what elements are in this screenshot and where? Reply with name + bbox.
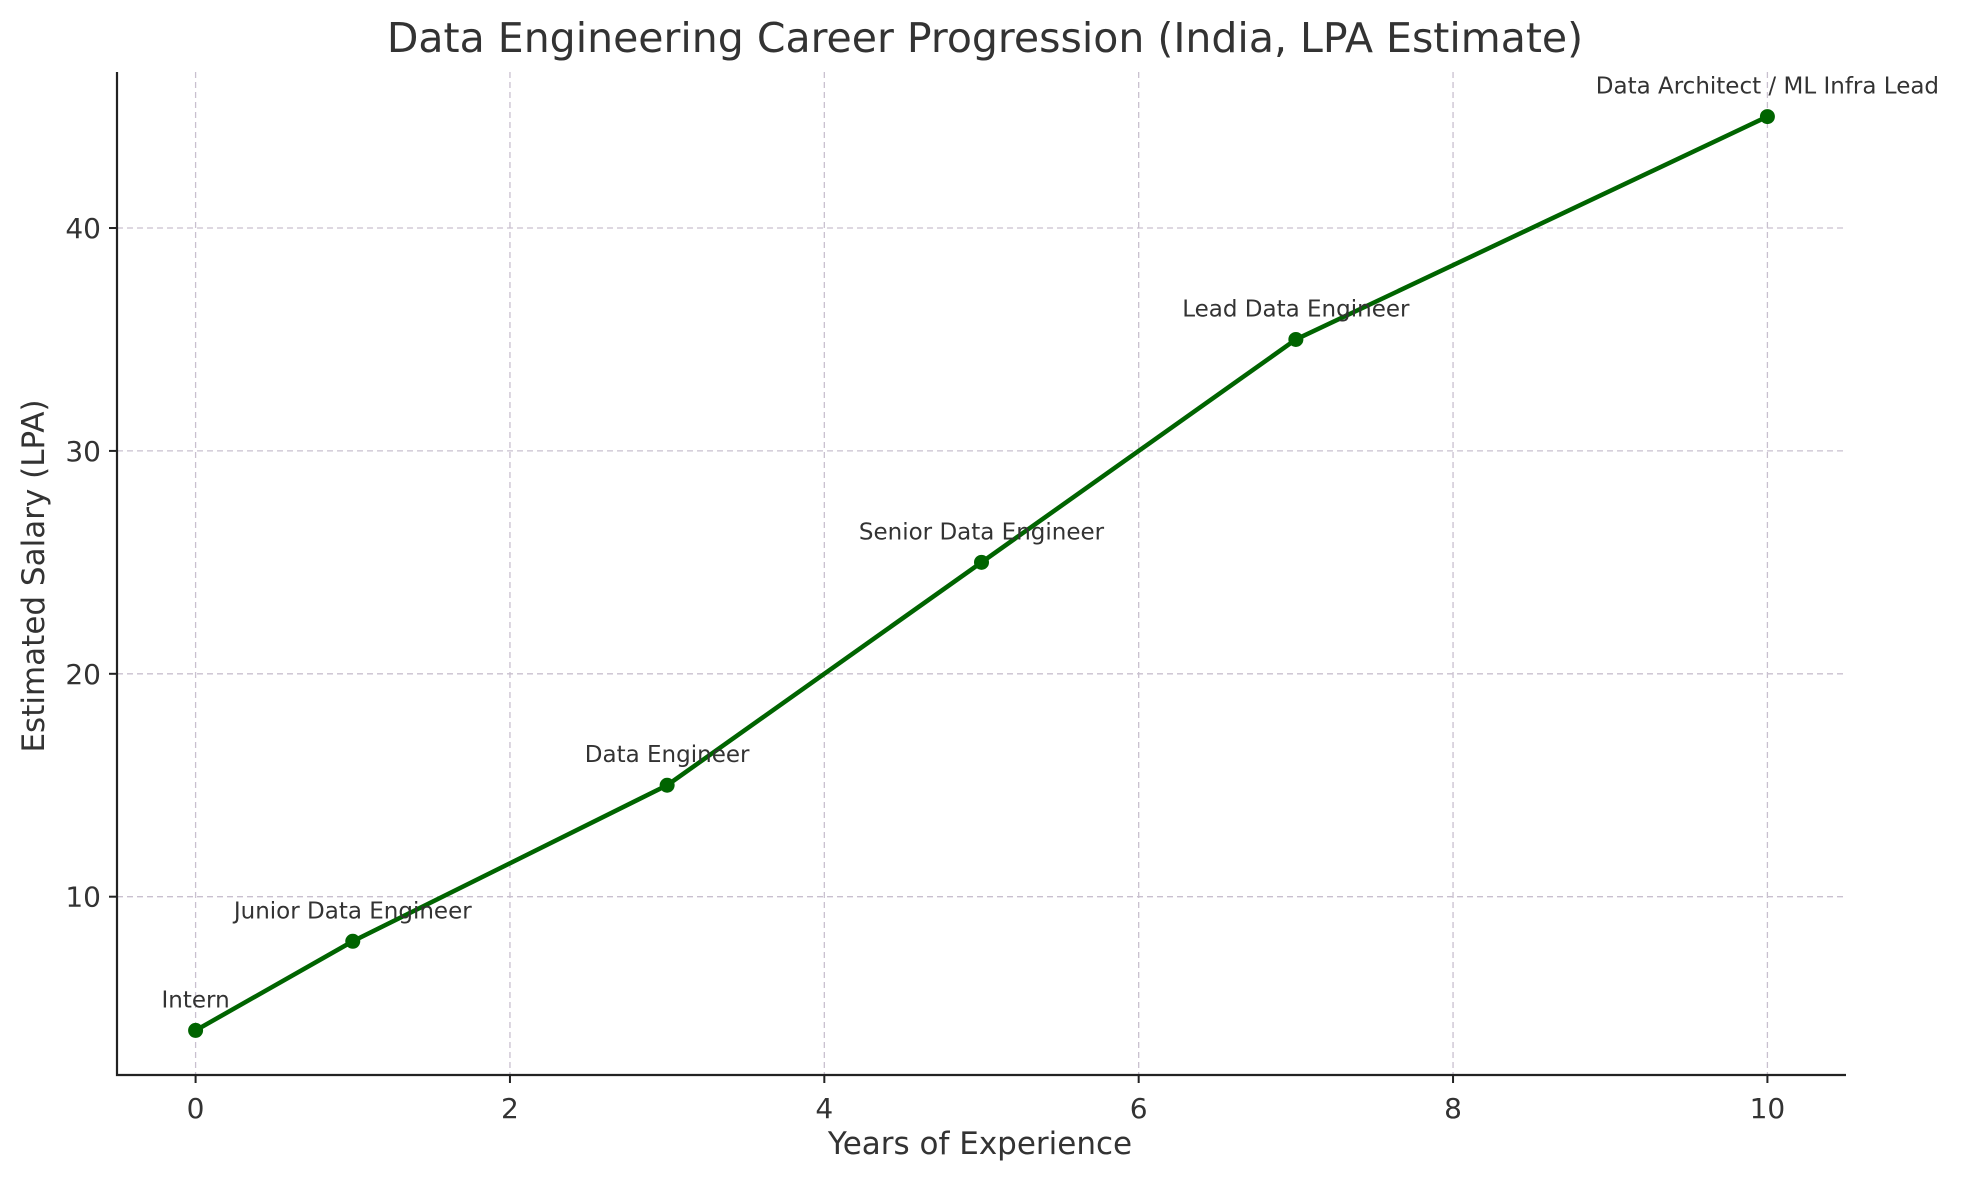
axis-spines bbox=[115, 72, 1846, 1077]
x-axis-label: Years of Experience bbox=[827, 1126, 1132, 1162]
data-point bbox=[345, 933, 361, 949]
data-label: Lead Data Engineer bbox=[1182, 296, 1410, 322]
y-tick-label: 10 bbox=[65, 881, 101, 914]
data-label: Data Architect / ML Infra Lead bbox=[1596, 74, 1939, 100]
series-line bbox=[193, 114, 1770, 1033]
data-label: Intern bbox=[162, 987, 230, 1013]
grid bbox=[117, 72, 1846, 1075]
x-tick-label: 10 bbox=[1750, 1092, 1786, 1125]
y-tick-label: 30 bbox=[65, 435, 101, 468]
x-tick-label: 0 bbox=[187, 1092, 205, 1125]
y-tick-label: 40 bbox=[65, 212, 101, 245]
x-tick-label: 2 bbox=[501, 1092, 519, 1125]
data-point bbox=[1759, 109, 1775, 125]
data-label: Data Engineer bbox=[585, 742, 750, 768]
data-point bbox=[974, 554, 989, 570]
point-labels: Intern Junior Data Engineer Data Engineer S… bbox=[162, 74, 1940, 1014]
x-tick-label: 6 bbox=[1130, 1092, 1148, 1125]
x-tick-label: 4 bbox=[815, 1092, 833, 1125]
x-tick-label: 8 bbox=[1444, 1092, 1462, 1125]
series bbox=[188, 109, 1775, 1038]
chart-title: Data Engineering Career Progression (Ind… bbox=[387, 14, 1583, 62]
y-tick-label: 20 bbox=[65, 658, 101, 691]
y-axis-label: Estimated Salary (LPA) bbox=[16, 399, 52, 752]
data-label: Senior Data Engineer bbox=[859, 519, 1105, 545]
data-label: Junior Data Engineer bbox=[232, 898, 472, 924]
axes: 0 2 4 6 8 10 10 20 30 40 bbox=[65, 72, 1846, 1125]
data-point bbox=[188, 1022, 204, 1038]
data-point bbox=[659, 777, 675, 793]
data-point bbox=[1288, 331, 1304, 347]
